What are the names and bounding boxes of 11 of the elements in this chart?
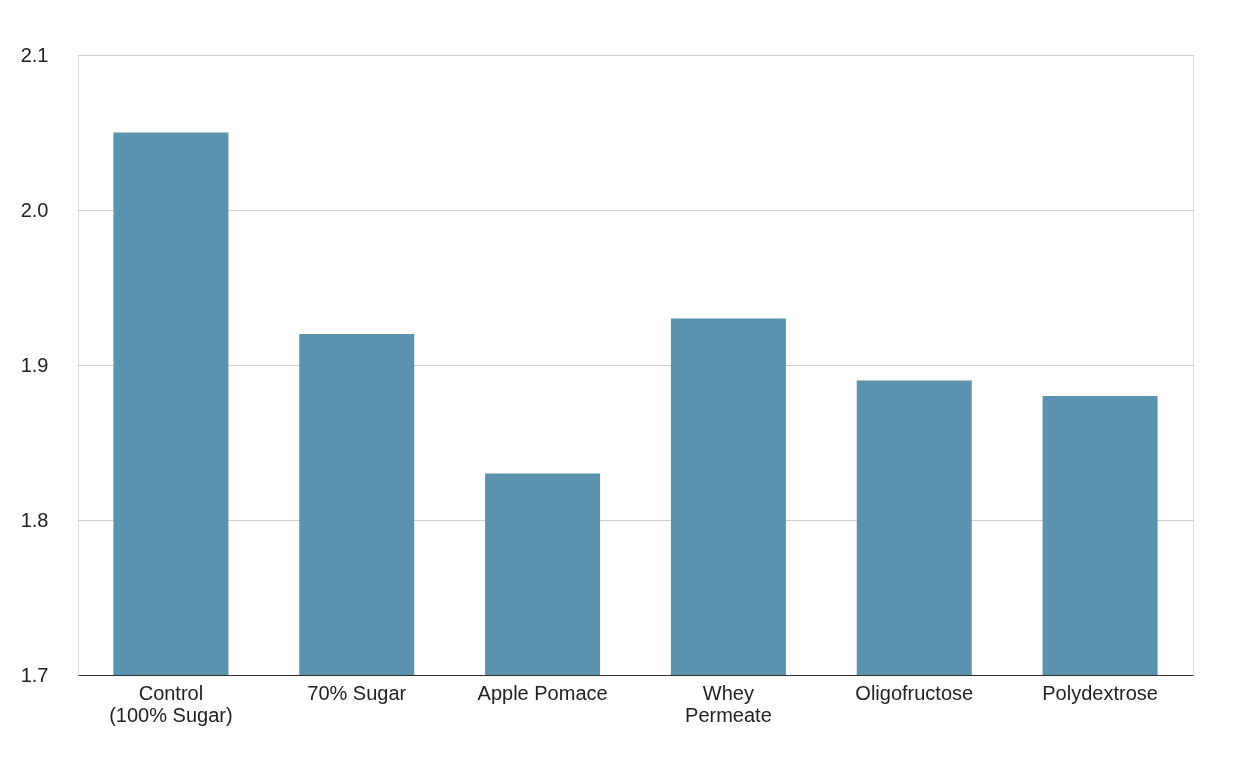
x-tick-label: Oligofructose (855, 681, 974, 704)
y-tick-label: 1.9 (20, 353, 49, 376)
x-tick-label: Control (100% Sugar) (109, 681, 233, 726)
x-tick-label: Polydextrose (1042, 681, 1158, 704)
x-tick-label: 70% Sugar (307, 681, 407, 704)
x-tick-label: Whey Permeate (685, 681, 772, 726)
y-tick-label: 1.8 (20, 508, 49, 531)
y-tick-label: 2.0 (20, 198, 49, 221)
y-tick-label: 1.7 (20, 663, 49, 686)
x-tick-label: Apple Pomace (477, 681, 608, 704)
y-tick-label: 2.1 (20, 43, 49, 66)
